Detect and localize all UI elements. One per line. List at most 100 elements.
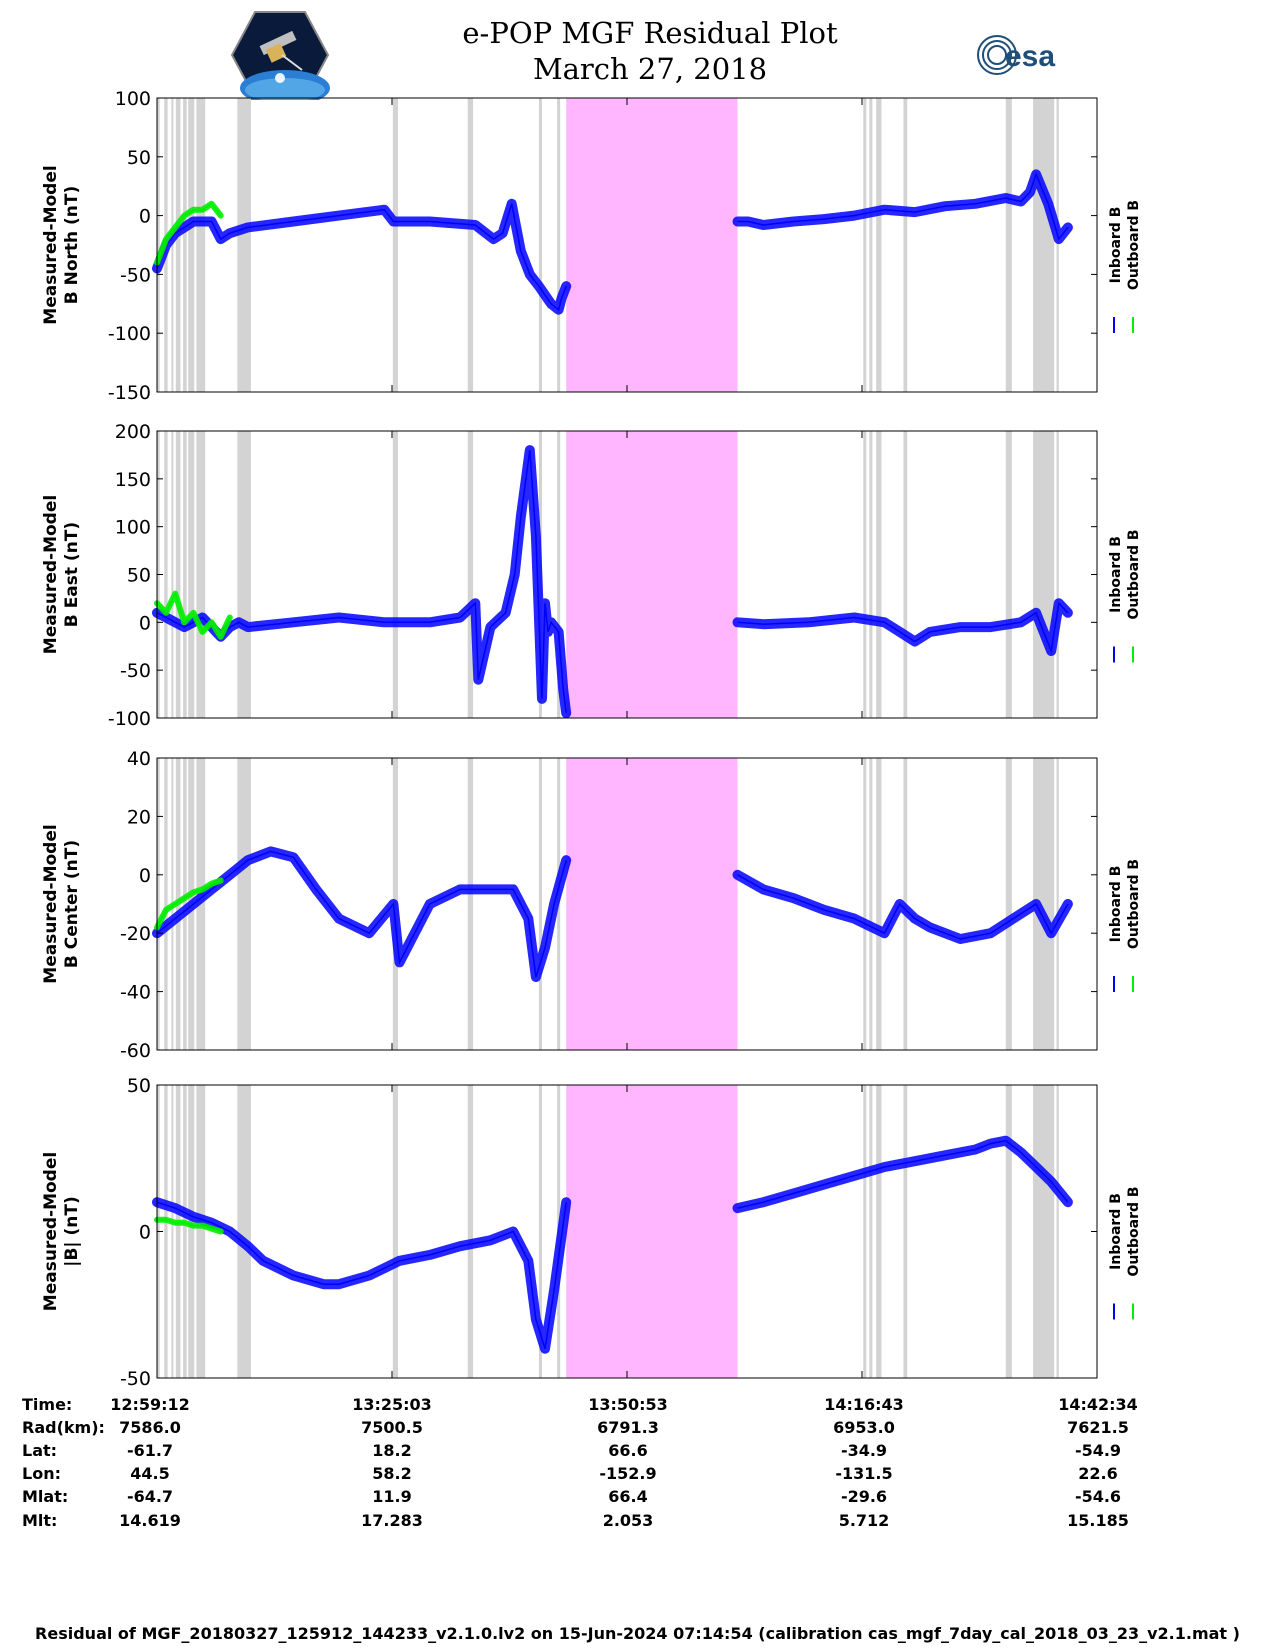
- inboard-series-core: [737, 601, 1069, 654]
- gap-band: [196, 98, 206, 392]
- gap-band: [164, 1085, 168, 1378]
- y-tick-label: -20: [120, 923, 151, 945]
- legend-inboard-label: Inboard B: [1108, 1193, 1124, 1270]
- inboard-series-core: [737, 1139, 1069, 1209]
- gap-band: [1056, 1085, 1059, 1378]
- inboard-series-core: [156, 450, 567, 714]
- gap-band: [392, 431, 398, 718]
- gap-band: [1056, 98, 1059, 392]
- y-tick-label: 50: [127, 565, 151, 587]
- ephemeris-row-label: Lon:: [22, 1464, 61, 1483]
- y-tick-label: 0: [139, 612, 151, 634]
- y-tick-label: -100: [108, 708, 151, 730]
- ephemeris-value-time: 14:16:43: [824, 1395, 904, 1414]
- gap-band: [1005, 431, 1012, 718]
- ephemeris-value-mlt: 15.185: [1067, 1511, 1129, 1530]
- gap-band: [1033, 1085, 1055, 1378]
- panel-3: -60 -40 -20 0 20 40 Measured-ModelB Center (nT…: [41, 748, 1142, 1062]
- y-axis-label: Measured-ModelB North (nT): [41, 165, 82, 324]
- panel-2: -100 -50 0 50 100 150 200 Measured-ModelB East …: [41, 421, 1142, 730]
- gap-band: [188, 98, 195, 392]
- gap-band: [467, 758, 474, 1050]
- inboard-series-core: [156, 203, 567, 311]
- ephemeris-value-mlt: 17.283: [361, 1511, 423, 1530]
- ephemeris-row-label: Rad(km):: [22, 1418, 105, 1437]
- outboard-series-core: [157, 1219, 221, 1233]
- y-tick-label: 40: [127, 748, 151, 770]
- gap-band: [876, 98, 882, 392]
- gap-band: [1056, 758, 1059, 1050]
- gap-band: [863, 758, 867, 1050]
- gap-band: [171, 431, 174, 718]
- y-tick-label: -50: [120, 660, 151, 682]
- y-tick-label: 100: [115, 517, 151, 539]
- gap-band: [869, 431, 873, 718]
- y-axis-label-line2: B Center (nT): [62, 840, 82, 968]
- inboard-series-line: [152, 198, 572, 315]
- gap-band: [869, 98, 873, 392]
- panel-4: -50 0 50 Measured-Model|B| (nT) Inboard B Out…: [41, 1075, 1142, 1390]
- ephemeris-value-mlt: 14.619: [119, 1511, 181, 1530]
- ephemeris-value-rad: 7621.5: [1067, 1418, 1129, 1437]
- y-tick-label: -40: [120, 982, 151, 1004]
- gap-band: [557, 98, 561, 392]
- ephemeris-value-lat: -61.7: [127, 1441, 173, 1460]
- ephemeris-value-rad: 6953.0: [833, 1418, 895, 1437]
- gap-band: [1005, 1085, 1012, 1378]
- gap-band: [188, 431, 195, 718]
- gap-band: [876, 758, 882, 1050]
- gap-band: [183, 758, 187, 1050]
- outboard-series-core: [156, 202, 222, 263]
- ephemeris-value-lat: 66.6: [608, 1441, 647, 1460]
- gap-band: [171, 1085, 174, 1378]
- gap-band: [1005, 758, 1012, 1050]
- y-tick-label: -50: [120, 1368, 151, 1390]
- ephemeris-value-lat: -34.9: [841, 1441, 887, 1460]
- gap-band: [188, 1085, 195, 1378]
- y-tick-label: 150: [115, 469, 151, 491]
- ephemeris-value-mlat: -64.7: [127, 1487, 173, 1506]
- ephemeris-value-mlat: -54.6: [1075, 1487, 1121, 1506]
- ephemeris-value-lat: -54.9: [1075, 1441, 1121, 1460]
- ephemeris-value-time: 13:25:03: [352, 1395, 432, 1414]
- gap-band: [863, 1085, 867, 1378]
- inboard-series-core: [156, 1201, 567, 1349]
- ephemeris-value-mlt: 2.053: [603, 1511, 654, 1530]
- gap-band: [1005, 98, 1012, 392]
- legend-inboard-label: Inboard B: [1108, 207, 1124, 284]
- ephemeris-row-label: Lat:: [22, 1441, 57, 1460]
- y-axis-label-line1: Measured-Model: [41, 824, 61, 983]
- outboard-series-core: [156, 879, 221, 928]
- y-tick-label: -60: [120, 1040, 151, 1062]
- gap-band: [903, 431, 908, 718]
- footer-caption: Residual of MGF_20180327_125912_144233_v…: [35, 1624, 1240, 1643]
- y-axis-label: Measured-Model|B| (nT): [41, 1152, 82, 1311]
- gap-band: [538, 758, 542, 1050]
- ephemeris-row-label: Time:: [22, 1395, 72, 1414]
- legend-inboard-label: Inboard B: [1108, 536, 1124, 613]
- gap-band: [863, 431, 867, 718]
- y-tick-label: 200: [115, 421, 151, 443]
- ephemeris-value-lon: 44.5: [130, 1464, 169, 1483]
- gap-band: [1033, 98, 1055, 392]
- inboard-series-core: [737, 172, 1069, 241]
- ephemeris-value-time: 14:42:34: [1058, 1395, 1138, 1414]
- inboard-series-line: [152, 846, 572, 982]
- legend-outboard-label: Outboard B: [1126, 859, 1142, 949]
- y-axis-label-line2: B East (nT): [62, 522, 82, 627]
- ephemeris-value-rad: 6791.3: [597, 1418, 659, 1437]
- y-tick-label: -150: [108, 382, 151, 404]
- gap-band: [237, 1085, 251, 1378]
- gap-band: [175, 98, 181, 392]
- outboard-series-core: [156, 591, 231, 639]
- y-axis-label-line1: Measured-Model: [41, 165, 61, 324]
- legend: Inboard B Outboard B: [1108, 859, 1142, 949]
- y-axis-label-line2: |B| (nT): [62, 1196, 82, 1267]
- gap-band: [869, 1085, 873, 1378]
- gap-band: [557, 431, 561, 718]
- gap-band: [1033, 758, 1055, 1050]
- legend-outboard-label: Outboard B: [1126, 200, 1142, 290]
- ephemeris-value-mlat: 66.4: [608, 1487, 647, 1506]
- gap-band: [196, 431, 206, 718]
- ephemeris-value-mlat: 11.9: [372, 1487, 411, 1506]
